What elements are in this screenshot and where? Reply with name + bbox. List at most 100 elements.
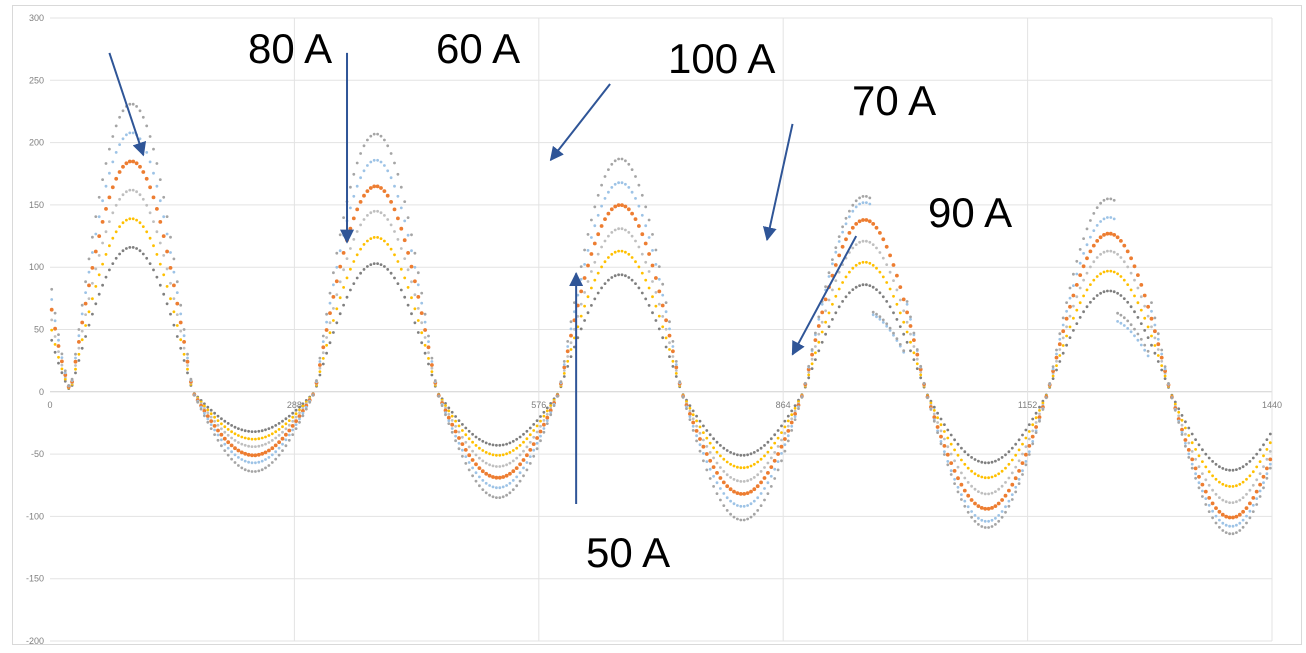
data-point [423, 328, 427, 332]
data-point [427, 340, 430, 343]
series [50, 246, 1272, 472]
data-point [478, 456, 481, 460]
data-point [1119, 256, 1123, 259]
data-point [413, 279, 417, 284]
data-point [742, 492, 747, 496]
data-point [1136, 338, 1140, 342]
data-point [973, 501, 977, 506]
data-point [613, 204, 618, 209]
data-point [861, 260, 865, 264]
data-point [1221, 498, 1225, 502]
data-point [209, 415, 213, 419]
annotation-label: 90 A [928, 189, 1013, 236]
data-point [213, 433, 217, 436]
data-point [705, 445, 709, 448]
data-point [1262, 486, 1265, 490]
data-point [315, 379, 318, 382]
data-point [77, 340, 81, 344]
data-point [1190, 466, 1194, 470]
data-point [1021, 469, 1024, 473]
data-point [491, 485, 495, 489]
data-point [1268, 450, 1272, 453]
data-point [471, 432, 474, 436]
data-point [535, 436, 539, 440]
data-point [983, 526, 987, 529]
data-point [1187, 434, 1191, 437]
data-point [254, 430, 257, 433]
data-point [559, 380, 563, 383]
data-point [501, 495, 505, 499]
data-point [858, 261, 861, 265]
data-point [1125, 249, 1130, 254]
data-point [994, 523, 997, 526]
data-point [848, 270, 851, 274]
data-point [328, 291, 332, 295]
data-point [372, 262, 376, 265]
data-point [1268, 441, 1272, 445]
data-point [566, 365, 570, 368]
data-point [447, 406, 451, 410]
data-point [1268, 462, 1272, 466]
data-point [1072, 304, 1075, 308]
data-point [712, 456, 715, 460]
data-point [220, 444, 223, 448]
data-point [617, 273, 620, 277]
data-point [125, 218, 128, 222]
data-point [301, 406, 305, 410]
data-point [138, 164, 142, 169]
data-point [766, 471, 770, 475]
data-point [868, 284, 872, 287]
data-point [63, 373, 68, 377]
data-point [1112, 270, 1116, 274]
data-point [321, 340, 325, 343]
data-point [461, 423, 464, 426]
data-point [1255, 503, 1259, 506]
data-point [260, 451, 265, 456]
data-point [91, 235, 94, 239]
data-point [1119, 313, 1123, 317]
data-point [484, 461, 488, 465]
data-point [783, 431, 787, 435]
data-point [949, 473, 953, 476]
data-point [155, 230, 159, 234]
data-point [376, 158, 379, 162]
data-point [596, 291, 600, 295]
data-point [651, 233, 654, 236]
data-point [664, 336, 668, 340]
data-point [376, 132, 379, 136]
data-point [746, 517, 749, 521]
data-point [158, 283, 162, 287]
data-point [763, 466, 766, 469]
data-point [1031, 423, 1035, 427]
data-point [375, 184, 380, 189]
data-point [766, 461, 770, 465]
data-point [372, 209, 376, 213]
data-point [617, 157, 620, 161]
data-point [495, 453, 498, 457]
data-point [708, 451, 712, 454]
data-point [970, 515, 973, 519]
data-point [966, 505, 970, 509]
data-point [630, 211, 634, 216]
data-point [70, 377, 74, 381]
data-point [746, 465, 749, 469]
data-point [848, 215, 851, 219]
data-point [817, 340, 821, 344]
data-point [752, 487, 757, 492]
data-point [664, 345, 668, 349]
data-point [909, 340, 912, 344]
data-point [1072, 284, 1075, 287]
data-point [912, 358, 916, 361]
data-point [640, 213, 644, 217]
data-point [328, 311, 332, 315]
data-point [824, 332, 827, 336]
data-point [973, 472, 977, 476]
y-tick-label: -200 [26, 636, 44, 646]
data-point [254, 437, 257, 441]
data-point [627, 162, 631, 166]
data-point [1133, 294, 1136, 298]
data-point [131, 217, 135, 221]
data-point [155, 207, 159, 211]
data-point [1089, 219, 1092, 222]
data-point [318, 356, 322, 360]
